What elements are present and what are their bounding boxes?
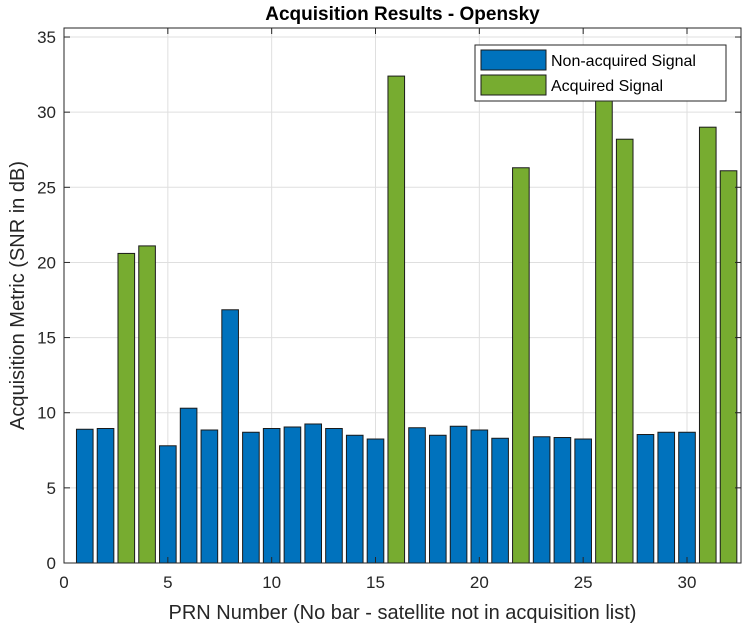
bar-acquired-prn-3 <box>117 252 136 564</box>
y-tick-label: 20 <box>37 253 56 272</box>
x-tick-label: 30 <box>678 573 697 592</box>
bar-non-acquired-prn-15 <box>366 438 385 564</box>
bar-non-acquired-prn-8 <box>221 309 239 564</box>
bar-acquired-prn-16 <box>387 75 406 564</box>
bar-non-acquired-prn-11 <box>283 426 302 564</box>
bar-non-acquired-prn-2 <box>96 427 115 564</box>
bar-non-acquired-prn-30 <box>678 431 696 564</box>
bar-non-acquired-prn-19 <box>449 425 468 564</box>
y-tick-label: 5 <box>47 479 56 498</box>
bar-non-acquired-prn-18 <box>428 434 447 564</box>
bar-non-acquired-prn-1 <box>75 428 94 564</box>
bars <box>75 75 738 564</box>
bar-acquired-prn-31 <box>698 126 717 564</box>
bar-acquired-prn-27 <box>615 138 634 564</box>
legend-swatch-non-acquired <box>480 49 547 71</box>
bar-non-acquired-prn-25 <box>574 438 592 564</box>
chart-title: Acquisition Results - Opensky <box>265 4 540 25</box>
y-tick-label: 10 <box>37 404 56 423</box>
bar-non-acquired-prn-20 <box>470 429 489 564</box>
bar-non-acquired-prn-23 <box>532 436 551 564</box>
bar-non-acquired-prn-24 <box>553 437 572 564</box>
x-tick-label: 0 <box>59 573 68 592</box>
bar-non-acquired-prn-9 <box>242 431 260 564</box>
bar-non-acquired-prn-17 <box>408 427 426 564</box>
y-tick-label: 25 <box>37 178 56 197</box>
x-tick-label: 15 <box>366 573 385 592</box>
legend-label-non-acquired: Non-acquired Signal <box>551 53 696 70</box>
bar-acquired-prn-4 <box>138 245 156 564</box>
legend-label-acquired: Acquired Signal <box>551 78 663 95</box>
x-tick-label: 25 <box>574 573 593 592</box>
y-tick-label: 30 <box>37 103 56 122</box>
plot-frame <box>63 27 742 564</box>
bar-non-acquired-prn-13 <box>325 427 343 564</box>
bar-non-acquired-prn-14 <box>345 434 364 564</box>
bar-non-acquired-prn-12 <box>304 423 323 564</box>
bar-non-acquired-prn-5 <box>159 445 177 564</box>
bar-non-acquired-prn-28 <box>636 434 655 564</box>
x-tick-label: 10 <box>262 573 281 592</box>
bar-acquired-prn-26 <box>595 96 613 564</box>
x-axis-title: PRN Number (No bar - satellite not in ac… <box>169 602 637 624</box>
y-tick-label: 0 <box>47 554 56 573</box>
bar-non-acquired-prn-29 <box>657 431 676 564</box>
bar-acquired-prn-22 <box>512 167 530 564</box>
y-tick-label: 35 <box>37 28 56 47</box>
legend: Non-acquired Signal Acquired Signal <box>474 44 727 102</box>
y-tick-label: 15 <box>37 329 56 348</box>
bar-non-acquired-prn-10 <box>262 427 281 564</box>
bar-non-acquired-prn-21 <box>491 437 509 564</box>
bar-non-acquired-prn-7 <box>200 429 219 564</box>
bar-non-acquired-prn-6 <box>179 407 198 564</box>
axis-ticks: 0 5 10 15 20 25 30 0 5 10 15 20 25 30 35 <box>37 28 741 592</box>
legend-swatch-acquired <box>480 74 547 96</box>
y-axis-title: Acquisition Metric (SNR in dB) <box>7 161 29 430</box>
bar-acquired-prn-32 <box>719 170 738 564</box>
x-tick-label: 20 <box>470 573 489 592</box>
x-tick-label: 5 <box>163 573 172 592</box>
